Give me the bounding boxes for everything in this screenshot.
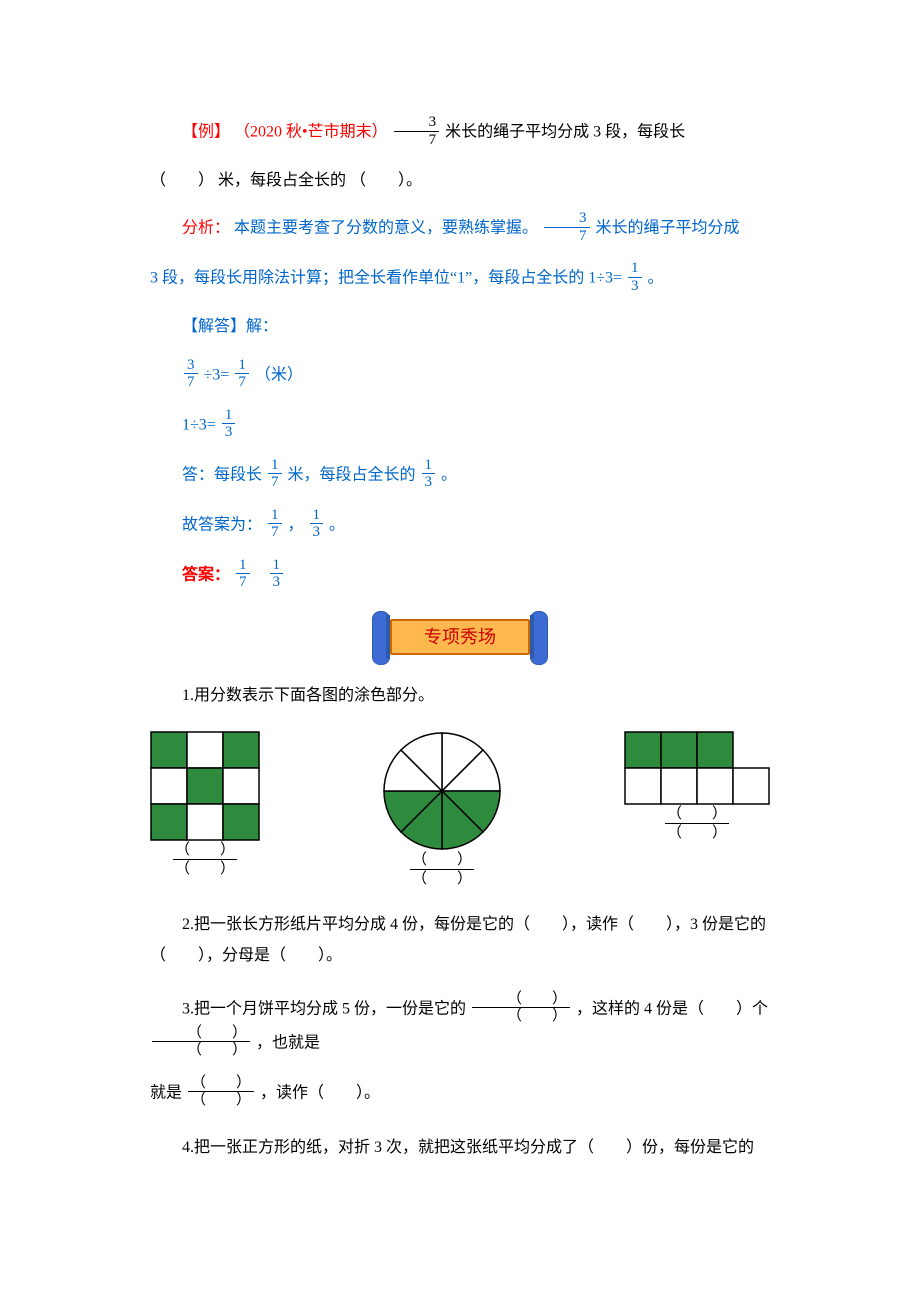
analysis-line2: 3 段，每段长用除法计算；把全长看作单位“1”，每段占全长的 1÷3= 1 3 … bbox=[150, 262, 770, 296]
fraction-blank: （ ） （ ） bbox=[665, 805, 729, 842]
q1-figures: （ ） （ ） （ ） （ ） （ ） （ ） bbox=[150, 731, 770, 888]
fraction-blank: （ ） （ ） bbox=[152, 1025, 250, 1059]
banner-title: 专项秀场 bbox=[390, 619, 530, 655]
example-line2: （ ） 米，每段占全长的 （ ）。 bbox=[150, 166, 770, 196]
analysis: 分析： 本题主要考查了分数的意义，要熟练掌握。 3 7 米长的绳子平均分成 bbox=[150, 212, 770, 246]
fraction: 3 7 bbox=[544, 210, 590, 244]
q1-text: 1.用分数表示下面各图的涂色部分。 bbox=[150, 681, 770, 711]
q3-line2: 就是 （ ） （ ） ，读作（ ）。 bbox=[150, 1077, 770, 1111]
q1-figure-c: （ ） （ ） bbox=[624, 731, 770, 888]
example-label: 【例】 bbox=[182, 124, 230, 141]
analysis-label: 分析： bbox=[182, 220, 230, 237]
solution-line2: 1÷3= 1 3 bbox=[182, 409, 770, 443]
solution-answer-sentence: 答：每段长 1 7 米，每段占全长的 1 3 。 bbox=[182, 459, 770, 493]
q1-figure-a: （ ） （ ） bbox=[150, 731, 260, 888]
fraction-3-7: 3 7 bbox=[394, 114, 440, 148]
fraction-blank: （ ） （ ） bbox=[472, 991, 570, 1025]
q2-text: 2.把一张长方形纸片平均分成 4 份，每份是它的（ ），读作（ ），3 份是它的… bbox=[150, 910, 770, 971]
solution-final-answer: 答案： 1 7 1 3 bbox=[182, 559, 770, 593]
q4-text: 4.把一张正方形的纸，对折 3 次，就把这张纸平均分成了（ ）份，每份是它的 bbox=[150, 1133, 770, 1163]
fraction: 1 3 bbox=[628, 260, 642, 294]
solution-label: 【解答】解： bbox=[150, 312, 770, 342]
fraction-blank: （ ） （ ） bbox=[173, 841, 237, 878]
example-problem: 【例】 （2020 秋•芒市期末） 3 7 米长的绳子平均分成 3 段，每段长 bbox=[150, 116, 770, 150]
solution-block: 3 7 ÷3= 1 7 （米） 1÷3= 1 3 答：每段长 1 7 米，每段占… bbox=[182, 359, 770, 593]
section-banner: 专项秀场 bbox=[370, 609, 550, 665]
bar-grid-figure bbox=[624, 731, 770, 805]
grid-figure bbox=[150, 731, 260, 841]
q3-line1: 3.把一个月饼平均分成 5 份，一份是它的 （ ） （ ） ，这样的 4 份是（… bbox=[150, 993, 770, 1061]
solution-so: 故答案为： 1 7 ， 1 3 。 bbox=[182, 509, 770, 543]
fraction-blank: （ ） （ ） bbox=[410, 851, 474, 888]
solution-line1: 3 7 ÷3= 1 7 （米） bbox=[182, 359, 770, 393]
example-source: （2020 秋•芒市期末） bbox=[234, 124, 388, 141]
q1-figure-b: （ ） （ ） bbox=[382, 731, 502, 888]
pie-figure bbox=[382, 731, 502, 851]
fraction-blank: （ ） （ ） bbox=[188, 1075, 254, 1109]
example-text1: 米长的绳子平均分成 3 段，每段长 bbox=[445, 124, 685, 141]
